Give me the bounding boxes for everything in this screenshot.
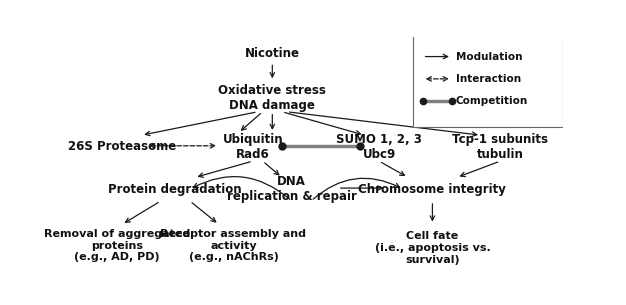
Text: Interaction: Interaction [456,74,521,84]
Text: 26S Proteasome: 26S Proteasome [68,141,176,153]
Text: Competition: Competition [456,96,528,106]
Text: Nicotine: Nicotine [245,47,300,59]
Text: Protein degradation: Protein degradation [108,183,242,196]
Text: Cell fate
(i.e., apoptosis vs.
survival): Cell fate (i.e., apoptosis vs. survival) [374,231,490,264]
Text: Oxidative stress
DNA damage: Oxidative stress DNA damage [218,84,326,112]
Text: Ubiquitin
Rad6: Ubiquitin Rad6 [223,133,283,161]
Text: Receptor assembly and
activity
(e.g., nAChRs): Receptor assembly and activity (e.g., nA… [160,229,307,262]
Text: Tcp-1 subunits
tubulin: Tcp-1 subunits tubulin [453,133,548,161]
Text: Chromosome integrity: Chromosome integrity [359,183,506,196]
Text: Modulation: Modulation [456,52,522,62]
Text: DNA
replication & repair: DNA replication & repair [227,175,357,203]
Text: Removal of aggregated
proteins
(e.g., AD, PD): Removal of aggregated proteins (e.g., AD… [44,229,190,262]
Text: SUMO 1, 2, 3
Ubc9: SUMO 1, 2, 3 Ubc9 [336,133,422,161]
FancyBboxPatch shape [413,35,563,127]
